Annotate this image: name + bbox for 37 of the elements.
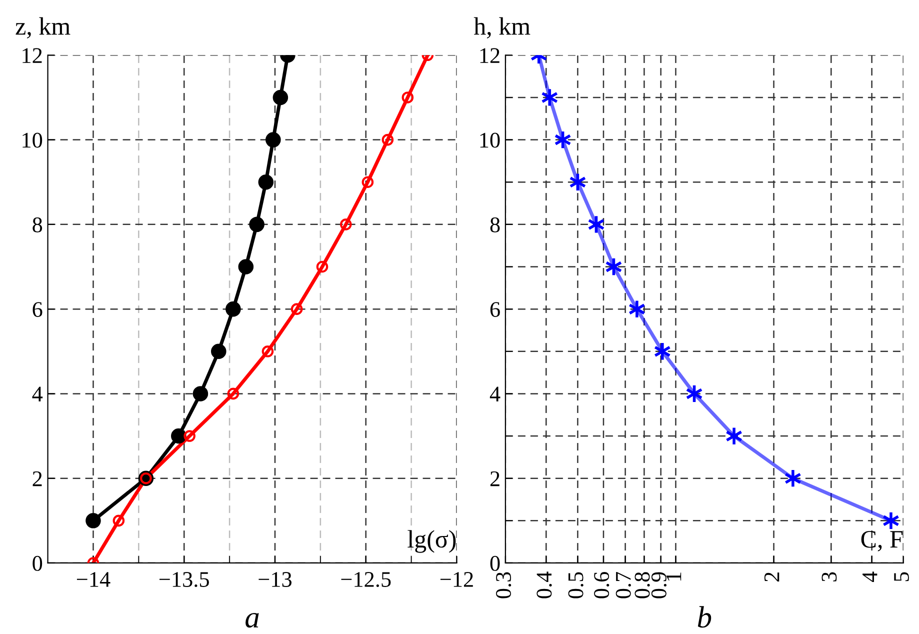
y-tick-label: 4: [490, 386, 500, 402]
x-tick-label: 4: [862, 572, 878, 582]
text: a: [246, 612, 259, 628]
x-tick-label: 3: [822, 572, 837, 582]
x-tick-label: 0.3: [496, 572, 512, 598]
y-axis-title: z, km: [16, 17, 70, 38]
x-tick-label: −13.5: [160, 572, 209, 588]
x-tick-label: 0.7: [616, 572, 631, 598]
x-tick-label: 0.5: [568, 572, 584, 598]
y-tick-label: 4: [32, 386, 43, 402]
x-tick-label: 5: [894, 572, 909, 582]
y-tick-label: 12: [22, 48, 42, 63]
y-tick-label: 10: [480, 132, 500, 148]
y-tick-label: 8: [32, 217, 42, 232]
y-tick-label: 0: [490, 556, 500, 571]
y-tick-label: 6: [32, 302, 42, 318]
x-tick-label: −12.5: [341, 572, 391, 588]
x-tick-label: 0.4: [536, 572, 552, 598]
y-axis-title: h, km: [474, 17, 530, 38]
y-tick-label: 0: [32, 556, 42, 571]
x-tick-label: 0.6: [594, 572, 610, 598]
y-tick-label: 2: [490, 471, 500, 486]
y-tick-label: 10: [22, 132, 42, 148]
x-tick-label: −13: [258, 572, 292, 587]
x-tick-label: 2: [764, 572, 780, 582]
x-tick-label: −12: [440, 572, 473, 587]
y-tick-label: 12: [480, 48, 500, 63]
y-tick-label: 6: [490, 302, 500, 318]
x-tick-label: −14: [76, 572, 110, 587]
x-tick-label: 0.8: [634, 572, 650, 598]
x-axis-title: lg(σ): [408, 530, 456, 553]
x-axis-title: C, F: [861, 530, 902, 552]
x-tick-label: 1: [666, 572, 682, 580]
text: b: [698, 606, 712, 628]
x-tick-label: 0.9: [651, 572, 666, 598]
y-tick-label: 2: [32, 471, 42, 486]
y-tick-label: 8: [490, 217, 500, 232]
